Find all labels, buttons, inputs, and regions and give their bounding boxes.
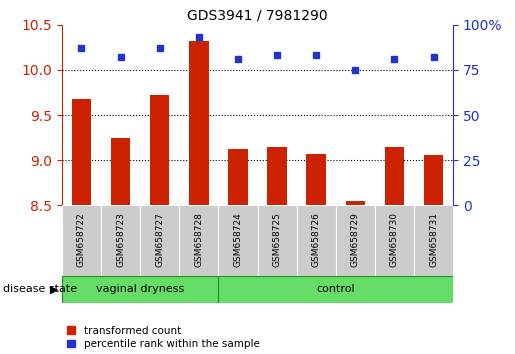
Text: GSM658730: GSM658730 — [390, 212, 399, 267]
Bar — [189, 41, 209, 205]
Bar — [72, 99, 91, 205]
Bar — [101, 205, 140, 276]
Text: GSM658729: GSM658729 — [351, 212, 360, 267]
Bar — [228, 149, 248, 205]
Title: GDS3941 / 7981290: GDS3941 / 7981290 — [187, 8, 328, 22]
Bar — [258, 205, 297, 276]
Legend: transformed count, percentile rank within the sample: transformed count, percentile rank withi… — [67, 326, 260, 349]
Bar — [375, 205, 414, 276]
Bar — [385, 147, 404, 205]
Bar — [111, 138, 130, 205]
Text: GSM658726: GSM658726 — [312, 212, 321, 267]
Bar — [267, 147, 287, 205]
Text: control: control — [316, 284, 355, 295]
Bar — [414, 205, 453, 276]
Bar — [306, 154, 326, 205]
Bar — [150, 95, 169, 205]
Bar — [140, 205, 179, 276]
Bar — [336, 205, 375, 276]
Bar — [297, 205, 336, 276]
Text: GSM658727: GSM658727 — [155, 212, 164, 267]
Text: GSM658723: GSM658723 — [116, 212, 125, 267]
Bar — [424, 155, 443, 205]
Text: GSM658728: GSM658728 — [194, 212, 203, 267]
Text: GSM658722: GSM658722 — [77, 212, 86, 267]
Bar — [218, 276, 453, 303]
Text: disease state: disease state — [3, 284, 77, 295]
Bar — [346, 201, 365, 205]
Text: GSM658724: GSM658724 — [233, 212, 243, 267]
Text: ▶: ▶ — [50, 284, 58, 295]
Bar — [62, 276, 218, 303]
Text: vaginal dryness: vaginal dryness — [96, 284, 184, 295]
Bar — [218, 205, 258, 276]
Text: GSM658725: GSM658725 — [272, 212, 282, 267]
Text: GSM658731: GSM658731 — [429, 212, 438, 267]
Bar — [62, 205, 101, 276]
Bar — [179, 205, 218, 276]
